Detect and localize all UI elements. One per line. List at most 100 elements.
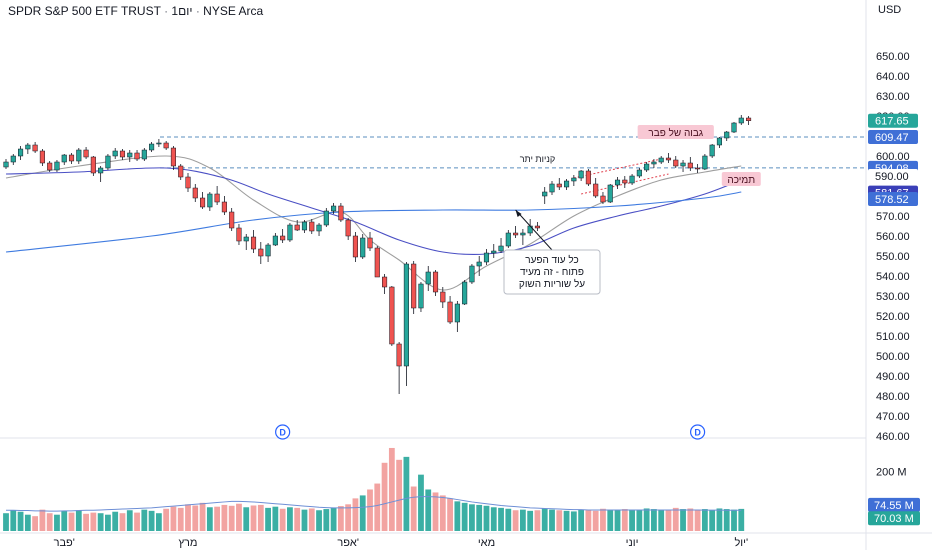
y-tick-label: 530.00	[876, 291, 910, 303]
volume-bar	[345, 504, 352, 531]
candle-body	[513, 232, 519, 236]
candle	[724, 131, 730, 141]
candle	[520, 229, 526, 245]
candle-body	[716, 137, 722, 146]
y-tick-label: 600.00	[876, 151, 910, 163]
chart-title: SPDR S&P 500 ETF TRUST · 1יום · NYSE Arc…	[8, 4, 263, 18]
volume-bar	[600, 508, 606, 531]
volume-bar	[556, 510, 563, 531]
volume-bar	[17, 511, 24, 531]
candle-body	[352, 235, 358, 258]
volume-bar	[10, 510, 17, 531]
candle-body	[214, 193, 220, 203]
volume-bar	[214, 506, 221, 531]
candle-body	[498, 245, 504, 252]
volume-bar	[716, 508, 723, 531]
y-tick-label: 630.00	[876, 91, 910, 103]
volume-bar	[112, 511, 119, 531]
candle-body	[127, 152, 133, 158]
volume-tick-label: 200 M	[876, 467, 907, 479]
candle	[272, 233, 278, 246]
candle	[112, 148, 118, 159]
candle	[367, 232, 373, 251]
candle	[156, 139, 162, 147]
candle	[622, 176, 628, 188]
volume-bar	[359, 495, 366, 531]
volume-bar	[658, 509, 665, 531]
candle	[491, 244, 497, 258]
candle-body	[651, 161, 657, 165]
volume-bar	[418, 474, 424, 531]
candle-body	[396, 343, 402, 367]
candle	[629, 174, 635, 185]
annotation-arrow	[515, 209, 553, 251]
candle	[680, 160, 686, 172]
y-tick-label: 520.00	[876, 311, 910, 323]
annotation-label-bg	[721, 172, 761, 186]
candle-body	[83, 149, 89, 158]
candle	[374, 246, 380, 278]
candle-body	[200, 197, 206, 208]
candle	[54, 160, 60, 172]
candle-body	[272, 235, 278, 246]
candle	[585, 169, 591, 186]
dividend-circle	[689, 424, 706, 440]
candle	[61, 154, 67, 165]
price-tag-bg	[868, 169, 918, 183]
candle-body	[432, 271, 439, 293]
dividend-label: D	[694, 428, 701, 438]
volume-bar	[570, 511, 577, 531]
volume-bar	[607, 509, 614, 531]
volume-bar	[680, 509, 686, 531]
volume-bar	[432, 492, 439, 531]
volume-bar	[665, 510, 672, 531]
annotation-label-bg	[637, 125, 714, 139]
candle	[47, 161, 53, 172]
candle-body	[389, 286, 395, 345]
candle	[10, 154, 16, 165]
candle-body	[738, 117, 744, 124]
price-tag: 578.52	[875, 194, 909, 206]
candle	[411, 261, 417, 314]
candle	[32, 142, 38, 153]
volume-bar	[148, 510, 155, 531]
annotation-box-line: פתוח - זה מעיד	[520, 267, 584, 278]
level-price-tag-bg	[868, 130, 918, 145]
candle-body	[229, 211, 235, 229]
volume-bar	[629, 509, 635, 531]
volume-bar	[272, 506, 279, 531]
candle-body	[98, 167, 104, 174]
dividend-marker: D	[275, 424, 291, 440]
candle-body	[178, 165, 184, 178]
title-separator-2: ·	[195, 4, 200, 18]
y-tick-label: 500.00	[876, 351, 910, 363]
candle-body	[585, 170, 591, 185]
volume-bar	[257, 504, 264, 531]
candle	[716, 137, 722, 148]
candle	[345, 218, 351, 240]
volume-bar	[32, 516, 39, 531]
volume-bar	[549, 509, 555, 531]
candle-body	[418, 283, 424, 309]
volume-bar	[469, 504, 475, 531]
candle	[236, 224, 242, 245]
volume-bar	[578, 509, 585, 531]
volume-bar	[651, 509, 657, 531]
candle	[462, 280, 468, 305]
x-tick-label: יול'	[734, 536, 748, 549]
x-tick-label: פבר'	[54, 537, 75, 549]
y-tick-label: 570.00	[876, 211, 910, 223]
candle-body	[534, 225, 540, 229]
candle-body	[76, 149, 82, 162]
candle-body	[25, 144, 31, 150]
candle	[738, 115, 744, 125]
candle	[389, 286, 395, 346]
y-tick-label: 460.00	[876, 431, 910, 443]
candle	[360, 234, 366, 259]
candle	[440, 287, 446, 308]
candle-body	[32, 144, 38, 152]
volume-bar	[512, 510, 519, 531]
candle-body	[411, 263, 417, 309]
